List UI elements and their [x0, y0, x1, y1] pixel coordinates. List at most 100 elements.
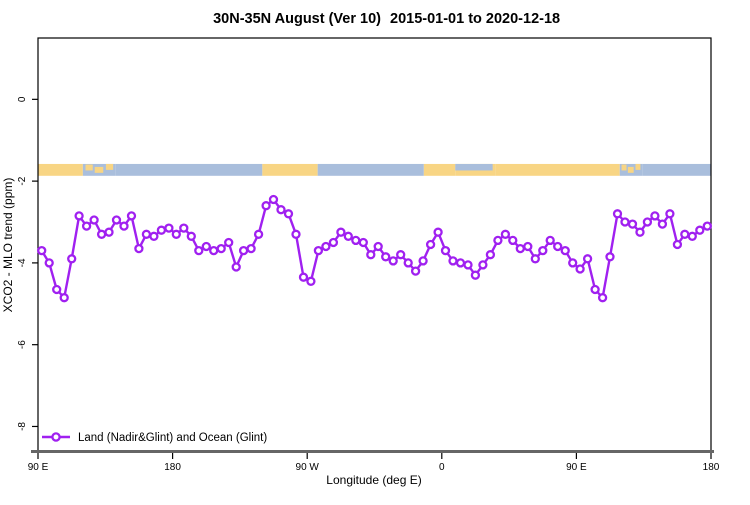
legend: Land (Nadir&Glint) and Ocean (Glint): [42, 432, 267, 444]
data-point: [455, 258, 466, 268]
data-point: [695, 225, 705, 235]
data-point: [597, 293, 608, 303]
data-point: [268, 194, 279, 205]
data-point: [672, 239, 683, 250]
data-point: [52, 284, 62, 295]
data-point: [321, 241, 331, 252]
y-tick-label: -4: [17, 258, 28, 267]
data-point: [650, 211, 660, 221]
map-strip-segment-ocean: [317, 163, 424, 176]
data-point: [448, 256, 458, 266]
data-point: [500, 229, 511, 239]
chart-title-right: 2015-01-01 to 2020-12-18: [390, 11, 560, 27]
data-point: [620, 217, 630, 227]
map-strip: [38, 163, 711, 176]
data-point: [209, 245, 219, 256]
axes: 0 -2 -4 -6 -8 90 E 180 90 W 0 90 E 180: [17, 37, 720, 473]
data-point: [478, 260, 488, 270]
data-point: [388, 256, 398, 266]
x-tick-label: 90 W: [296, 462, 320, 473]
legend-marker-icon: [51, 432, 61, 442]
data-point: [515, 243, 525, 254]
data-point: [612, 209, 623, 219]
data-point: [179, 223, 189, 233]
chart-title-left: 30N-35N August (Ver 10): [213, 11, 381, 27]
data-point: [74, 211, 84, 221]
legend-label: Land (Nadir&Glint) and Ocean (Glint): [78, 432, 267, 444]
data-point: [261, 201, 271, 211]
data-point: [141, 229, 152, 239]
data-point: [605, 252, 615, 262]
x-axis-label: Longitude (deg E): [326, 473, 421, 487]
map-strip-segment-ocean: [642, 163, 711, 176]
x-tick-label: 0: [439, 462, 445, 473]
data-point: [470, 270, 481, 280]
data-point: [111, 215, 122, 225]
data-point: [523, 241, 533, 252]
data-series: [37, 194, 712, 303]
data-point: [642, 217, 653, 227]
data-point: [313, 245, 324, 256]
data-point: [96, 229, 107, 239]
data-point: [381, 252, 391, 262]
x-tick-label: 90 E: [566, 462, 587, 473]
data-point: [560, 245, 570, 256]
data-point: [246, 243, 256, 254]
data-point: [119, 221, 129, 231]
map-strip-segment-land: [495, 163, 620, 176]
data-point: [81, 221, 92, 231]
data-point: [410, 266, 421, 276]
y-tick-label: -2: [17, 176, 28, 185]
data-point: [425, 239, 436, 250]
y-tick-label: -8: [17, 422, 28, 431]
data-point: [328, 237, 339, 248]
y-tick-label: 0: [17, 96, 28, 102]
data-point: [508, 235, 518, 246]
map-strip-island: [621, 164, 627, 171]
data-point: [224, 237, 234, 248]
data-point: [358, 237, 368, 248]
data-point: [627, 219, 638, 229]
x-tick-label: 180: [164, 462, 181, 473]
data-point: [403, 258, 413, 268]
y-axis-label: XCO2 - MLO trend (ppm): [1, 178, 15, 313]
data-point: [433, 227, 443, 237]
map-strip-island: [85, 164, 93, 171]
data-point: [687, 231, 697, 241]
data-point: [298, 272, 309, 282]
data-point: [343, 231, 353, 241]
data-point: [545, 235, 555, 246]
data-point: [44, 258, 54, 268]
data-point: [657, 219, 668, 229]
map-strip-island: [105, 163, 114, 170]
data-point: [253, 229, 264, 239]
map-strip-island: [94, 166, 104, 173]
data-point: [306, 276, 316, 286]
data-point: [59, 293, 69, 303]
data-point: [238, 245, 249, 256]
map-strip-segment-land: [423, 163, 456, 176]
map-strip-island: [627, 166, 634, 173]
data-point: [126, 211, 137, 221]
data-point: [493, 235, 503, 246]
data-point: [37, 245, 47, 256]
data-point: [485, 250, 496, 260]
data-point: [418, 256, 428, 266]
map-strip-sea-notch: [455, 163, 493, 171]
y-tick-label: -6: [17, 340, 28, 349]
data-point: [680, 229, 690, 239]
data-point: [373, 241, 383, 252]
data-point: [538, 245, 548, 256]
data-point: [291, 229, 301, 239]
map-strip-island: [635, 163, 641, 170]
data-point: [201, 241, 211, 252]
data-point: [149, 231, 159, 241]
x-tick-label: 90 E: [28, 462, 49, 473]
data-point: [156, 225, 167, 235]
data-point: [582, 254, 593, 264]
data-point: [186, 231, 196, 241]
data-point: [553, 241, 563, 252]
data-point: [463, 260, 473, 270]
data-point: [89, 215, 99, 225]
